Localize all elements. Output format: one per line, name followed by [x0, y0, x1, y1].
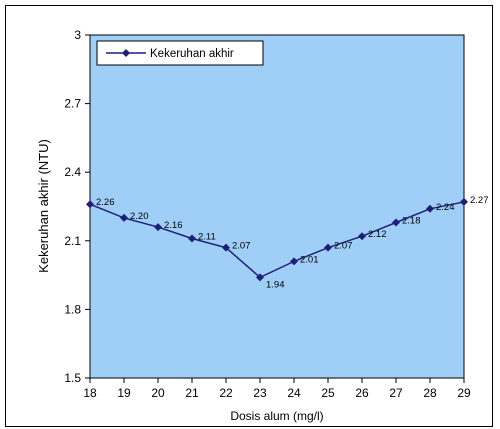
y-tick-label: 2.7	[64, 97, 81, 111]
x-tick-label: 24	[287, 386, 301, 400]
data-point	[324, 243, 332, 252]
legend: Kekeruhan akhir	[96, 40, 264, 66]
x-tick-label: 20	[151, 386, 165, 400]
x-tick-label: 29	[457, 386, 471, 400]
y-tick-label: 3	[74, 28, 81, 42]
x-tick-label: 27	[389, 386, 403, 400]
data-label: 2.16	[164, 220, 183, 231]
data-point	[188, 234, 196, 243]
data-label: 2.20	[130, 211, 149, 222]
x-tick-label: 28	[423, 386, 437, 400]
data-label: 2.24	[436, 202, 455, 213]
legend-label: Kekeruhan akhir	[150, 48, 234, 60]
x-tick-label: 22	[219, 386, 233, 400]
plot-area	[89, 34, 465, 379]
y-axis-title: Kekeruhan akhir (NTU)	[36, 139, 51, 273]
data-labels: 2.26 2.20 2.16 2.11 2.07 1.94 2.01 2.07 2.12 2.18…	[96, 195, 489, 290]
y-tick-label: 1.8	[64, 302, 81, 316]
x-tick-label: 19	[117, 386, 131, 400]
x-axis-title: Dosis alum (mg/l)	[230, 409, 323, 423]
data-point	[358, 232, 366, 241]
data-point	[392, 218, 400, 227]
series-markers	[86, 197, 468, 282]
data-label: 2.01	[300, 254, 319, 265]
x-axis: 18 19 20 21 22 23 24 25 26 27 28 29	[83, 378, 471, 400]
data-point	[86, 200, 94, 209]
y-tick-label: 2.4	[64, 165, 81, 179]
x-tick-label: 26	[355, 386, 369, 400]
x-tick-label: 25	[321, 386, 335, 400]
y-tick-label: 2.1	[64, 234, 81, 248]
y-tick-label: 1.5	[64, 371, 81, 385]
data-point	[222, 243, 230, 252]
data-point	[154, 223, 162, 232]
data-label: 2.11	[198, 232, 216, 243]
data-point	[426, 204, 434, 213]
series-line	[89, 201, 465, 279]
data-point	[120, 213, 128, 222]
x-tick-label: 18	[83, 386, 97, 400]
data-label: 2.18	[402, 216, 421, 227]
data-label: 2.12	[368, 229, 387, 240]
data-point	[290, 257, 298, 266]
data-label: 2.07	[232, 241, 251, 252]
x-tick-label: 23	[253, 386, 267, 400]
data-label: 2.07	[334, 241, 353, 252]
y-axis: 1.5 1.8 2.1 2.4 2.7 3	[64, 28, 90, 385]
legend-marker	[122, 49, 130, 57]
data-label: 2.27	[470, 195, 489, 206]
data-point	[256, 273, 264, 282]
x-tick-label: 21	[185, 386, 199, 400]
data-label: 1.94	[266, 279, 285, 290]
data-label: 2.26	[96, 197, 115, 208]
data-point	[460, 197, 468, 206]
